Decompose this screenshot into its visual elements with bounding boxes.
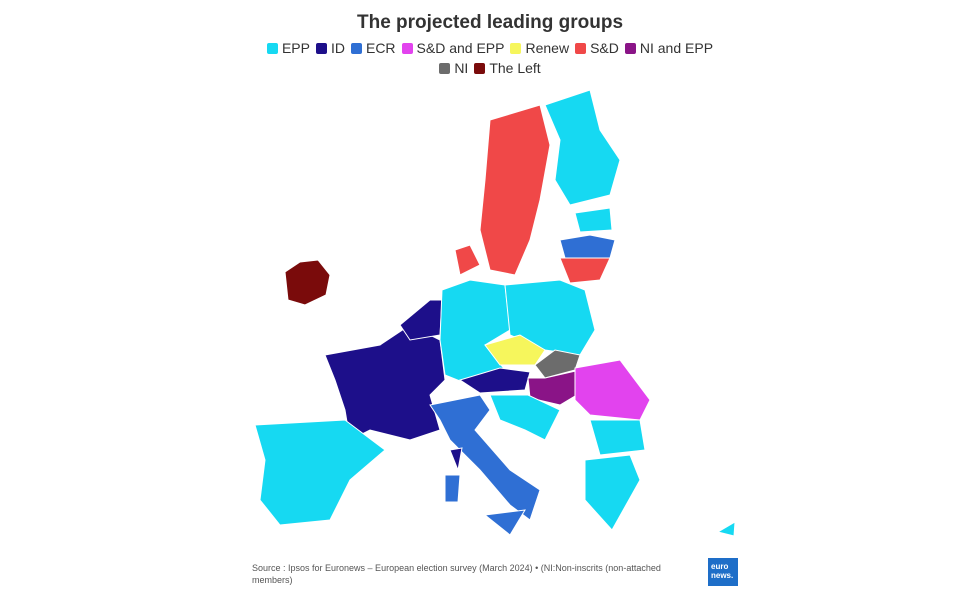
legend-label: The Left [489,60,541,76]
legend-item: EPP [266,39,310,57]
country [484,334,546,366]
country [544,89,621,206]
legend-item: ECR [350,39,396,57]
country [716,521,736,537]
country [284,259,331,306]
logo-text: euro [711,562,729,571]
title: The projected leading groups [356,12,624,33]
country [449,447,463,472]
legend-swatch [510,42,522,54]
country [584,454,641,531]
legend-label: Renew [525,40,570,56]
country [254,419,386,526]
country [559,257,611,284]
country [489,394,561,441]
country [454,244,481,276]
legend-item: The Left [474,59,541,77]
legend-item: NI and EPP [624,39,714,57]
legend-label: NI [454,60,469,76]
legend-label: ID [330,40,345,56]
country [479,104,551,276]
country [589,419,646,456]
country [429,394,541,521]
legend-item: S&D [575,39,619,57]
legend-item: S&D and EPP [401,39,505,57]
source-note: Source : Ipsos for Euronews – European e… [252,563,661,585]
country [483,509,526,536]
legend-swatch [315,42,327,54]
legend-label: EPP [281,40,310,56]
legend-swatch [575,42,587,54]
legend-label: NI and EPP [639,40,714,56]
logo-text: news. [711,571,734,580]
country [534,349,581,379]
legend-label: S&D [590,40,619,56]
country [559,234,616,259]
legend: EPP ID ECR S&D and EPP Renew S&D NI and EPP NI T… [250,39,730,77]
logo: euro news. [708,558,738,586]
country [399,299,443,341]
country [458,367,531,394]
legend-swatch [624,42,636,54]
legend-label: S&D and EPP [416,40,505,56]
legend-item: NI [439,59,468,77]
legend-item: Renew [510,39,569,57]
country [574,359,651,421]
legend-label: ECR [365,40,396,56]
country [444,474,461,503]
country [574,207,613,233]
legend-swatch [401,42,413,54]
legend-swatch [439,62,451,74]
legend-swatch [474,62,486,74]
legend-swatch [266,42,278,54]
legend-item: ID [315,39,345,57]
legend-swatch [350,42,362,54]
